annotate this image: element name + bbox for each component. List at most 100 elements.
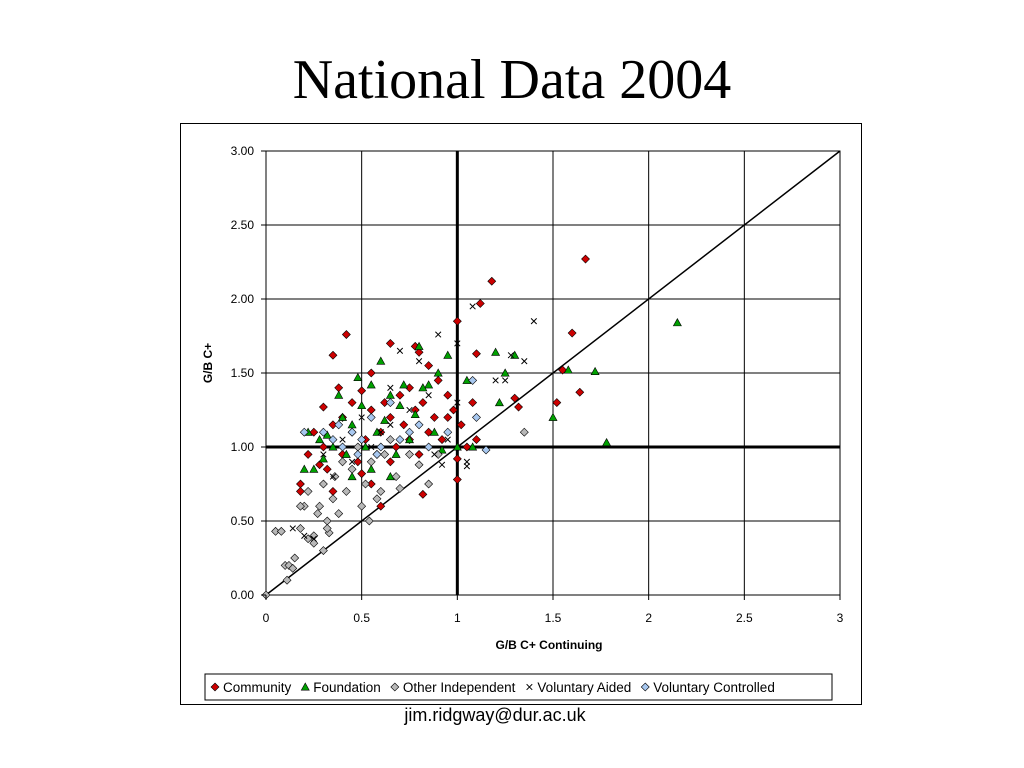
data-point-voluntary-aided [396, 347, 404, 354]
data-point-community [418, 398, 428, 408]
data-point-other-independent [405, 449, 414, 459]
data-point-community [429, 412, 439, 422]
series-community [296, 254, 590, 511]
data-point-other-independent [315, 501, 324, 511]
data-point-community [449, 405, 458, 415]
data-point-community [399, 420, 409, 430]
data-point-foundation [399, 380, 409, 389]
data-point-other-independent [372, 494, 382, 504]
data-point-community [328, 350, 338, 360]
series-voluntary-aided [289, 303, 538, 542]
data-point-foundation [433, 368, 443, 377]
data-point-foundation [347, 471, 357, 481]
data-point-community [487, 276, 497, 286]
data-point-community [558, 365, 567, 375]
data-point-other-independent [282, 575, 292, 585]
data-point-community [452, 454, 462, 464]
data-point-foundation [341, 449, 351, 458]
data-point-foundation [494, 397, 504, 407]
data-point-voluntary-aided [320, 451, 327, 458]
data-point-other-independent [328, 494, 338, 504]
legend-marker-community [210, 682, 220, 692]
legend-label-community: Community [223, 680, 292, 695]
data-point-community [418, 489, 428, 499]
data-point-foundation [429, 427, 439, 436]
data-point-voluntary-aided [438, 461, 446, 468]
data-point-voluntary-aided [358, 414, 365, 421]
legend-label-foundation: Foundation [313, 680, 381, 695]
x-tick-label: 0 [263, 611, 270, 625]
data-point-community [414, 347, 424, 357]
data-point-voluntary-aided [406, 406, 413, 414]
data-point-community [462, 442, 472, 452]
data-point-voluntary-controlled [366, 412, 376, 422]
data-point-other-independent [338, 457, 347, 467]
data-point-foundation [360, 442, 371, 451]
data-point-voluntary-controlled [347, 427, 357, 437]
data-point-voluntary-aided [289, 525, 296, 532]
data-point-other-independent [296, 523, 305, 533]
data-point-community [472, 349, 481, 359]
data-point-foundation [357, 400, 367, 410]
data-point-other-independent [288, 563, 298, 573]
legend-marker-foundation [300, 682, 310, 691]
legend-marker-other-independent [390, 682, 400, 692]
data-point-community [322, 464, 332, 474]
data-point-foundation [395, 400, 405, 410]
data-point-community [424, 427, 434, 437]
x-tick-label: 1 [454, 611, 461, 625]
data-point-foundation [602, 437, 612, 447]
data-point-voluntary-aided [368, 443, 375, 451]
data-point-community [385, 457, 395, 467]
data-point-foundation [443, 350, 453, 359]
data-point-other-independent [322, 523, 332, 533]
y-tick-label: 1.00 [231, 440, 255, 454]
data-point-other-independent [296, 501, 305, 511]
data-point-voluntary-aided [454, 340, 461, 347]
legend-box [204, 673, 833, 701]
data-point-voluntary-aided [329, 473, 337, 480]
data-point-community [414, 449, 424, 459]
data-point-other-independent [347, 464, 357, 474]
data-point-voluntary-controlled [328, 435, 338, 445]
slide-title: National Data 2004 [292, 49, 732, 111]
data-points [261, 254, 682, 600]
data-point-community [475, 299, 485, 308]
data-point-community [567, 328, 577, 338]
data-point-voluntary-aided [387, 384, 394, 391]
data-point-community [443, 412, 453, 422]
x-tick-label: 1.5 [545, 611, 562, 625]
data-point-voluntary-controlled [334, 420, 344, 430]
data-point-foundation [452, 442, 462, 451]
data-point-community [341, 330, 351, 339]
data-point-foundation [414, 341, 424, 350]
legend-label-voluntary-controlled: Voluntary Controlled [653, 680, 775, 695]
data-point-voluntary-aided [387, 421, 394, 428]
series-other-independent [261, 427, 529, 600]
data-point-other-independent [290, 553, 300, 563]
y-tick-label: 1.50 [231, 366, 255, 380]
data-point-community [433, 375, 443, 385]
data-point-community [309, 427, 319, 437]
data-point-community [424, 361, 434, 371]
x-tick-label: 2.5 [736, 611, 753, 625]
data-point-community [366, 368, 376, 378]
data-point-foundation [315, 434, 325, 444]
data-point-voluntary-aided [454, 399, 461, 406]
data-point-voluntary-controlled [376, 442, 386, 452]
legend-marker-voluntary-aided [526, 683, 533, 691]
data-point-voluntary-aided [463, 463, 471, 470]
data-point-other-independent [385, 435, 395, 445]
data-point-voluntary-aided [339, 436, 346, 443]
data-point-voluntary-controlled [338, 442, 347, 452]
data-point-voluntary-aided [301, 532, 308, 539]
data-point-voluntary-aided [415, 358, 423, 365]
data-point-foundation [380, 415, 390, 424]
x-axis-label: G/B C+ Continuing [496, 638, 603, 652]
data-point-foundation [334, 390, 344, 399]
data-point-voluntary-aided [425, 392, 432, 399]
data-point-foundation [299, 464, 309, 473]
data-point-voluntary-aided [431, 451, 438, 458]
reference-line-diagonal [265, 150, 841, 596]
data-point-voluntary-controlled [385, 398, 395, 408]
